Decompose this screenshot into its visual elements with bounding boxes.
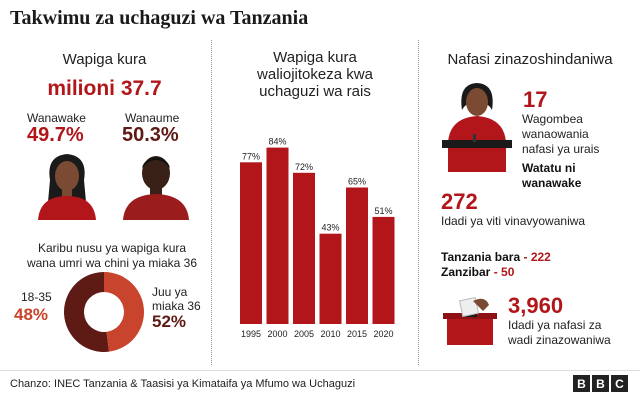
seats-description: Idadi ya viti vinavyowaniwa — [441, 214, 586, 228]
source-note: Chanzo: INEC Tanzania & Taasisi ya Kimat… — [10, 378, 356, 390]
footer-rule — [0, 370, 640, 371]
column-divider-left — [211, 40, 212, 365]
turnout-bar-chart: 77% 1995 84% 2000 72% 2005 43% 2010 65% 2015 51% 20… — [240, 137, 395, 339]
old-percent: 52% — [152, 312, 187, 331]
candidate-podium-icon — [442, 83, 512, 172]
x-tick-label: 2000 — [267, 329, 287, 339]
x-tick-label: 2015 — [347, 329, 367, 339]
bar-value-label: 43% — [321, 223, 339, 233]
bar-value-label: 51% — [374, 206, 392, 216]
age-note: Karibu nusu ya wapiga kura wana umri wa … — [26, 241, 198, 270]
bbc-logo: B B C — [573, 375, 628, 392]
zanzibar-seats: Zanzibar - 50 — [441, 265, 514, 280]
mainland-label: Tanzania bara — [441, 250, 521, 264]
voters-heading: Wapiga kura — [62, 51, 147, 68]
wards-number: 3,960 — [508, 293, 564, 318]
x-tick-label: 2010 — [320, 329, 340, 339]
mainland-value: - 222 — [523, 250, 551, 264]
female-percent: 49.7% — [27, 124, 84, 146]
bar-2010 — [319, 233, 342, 324]
zanzibar-value: - 50 — [493, 265, 515, 279]
bar-value-label: 77% — [242, 151, 260, 161]
voters-total: milioni 37.7 — [47, 77, 162, 100]
bar-2020 — [372, 216, 395, 324]
old-label: Juu ya miaka 36 — [152, 285, 201, 313]
bbc-logo-letter-3: C — [611, 375, 628, 392]
positions-heading: Nafasi zinazoshindaniwa — [447, 51, 613, 68]
young-label: 18-35 — [21, 290, 52, 304]
donut-slice-0 — [104, 272, 145, 352]
woman-icon — [38, 154, 96, 220]
bar-2005 — [293, 172, 315, 324]
bar-2000 — [266, 147, 289, 324]
column-divider-right — [418, 40, 419, 365]
x-tick-label: 2020 — [373, 329, 393, 339]
bar-value-label: 72% — [295, 162, 313, 172]
x-tick-label: 1995 — [241, 329, 261, 339]
candidates-note: Watatu ni wanawake — [522, 161, 582, 190]
male-label: Wanaume — [125, 111, 180, 125]
zanzibar-label: Zanzibar — [441, 265, 491, 279]
donut-slice-1 — [64, 272, 110, 352]
bar-2015 — [346, 187, 368, 324]
bar-value-label: 84% — [268, 137, 286, 147]
page-title: Takwimu za uchaguzi wa Tanzania — [10, 7, 309, 29]
man-icon — [123, 156, 189, 220]
turnout-heading: Wapiga kura waliojitokeza kwa uchaguzi w… — [257, 49, 373, 100]
bar-1995 — [240, 162, 262, 324]
bbc-logo-letter-1: B — [573, 375, 590, 392]
bbc-logo-letter-2: B — [592, 375, 609, 392]
young-percent: 48% — [14, 305, 49, 324]
seats-number: 272 — [441, 189, 478, 214]
candidates-number: 17 — [523, 87, 548, 112]
ballot-box-icon — [443, 296, 497, 345]
mainland-seats: Tanzania bara - 222 — [441, 250, 551, 265]
bar-value-label: 65% — [348, 177, 366, 187]
age-donut-chart — [64, 272, 145, 352]
wards-description: Idadi ya nafasi za wadi zinazowaniwa — [508, 318, 611, 347]
female-label: Wanawake — [27, 111, 86, 125]
x-tick-label: 2005 — [294, 329, 314, 339]
male-percent: 50.3% — [122, 124, 179, 146]
candidates-description: Wagombea wanaowania nafasi ya urais — [522, 112, 600, 156]
